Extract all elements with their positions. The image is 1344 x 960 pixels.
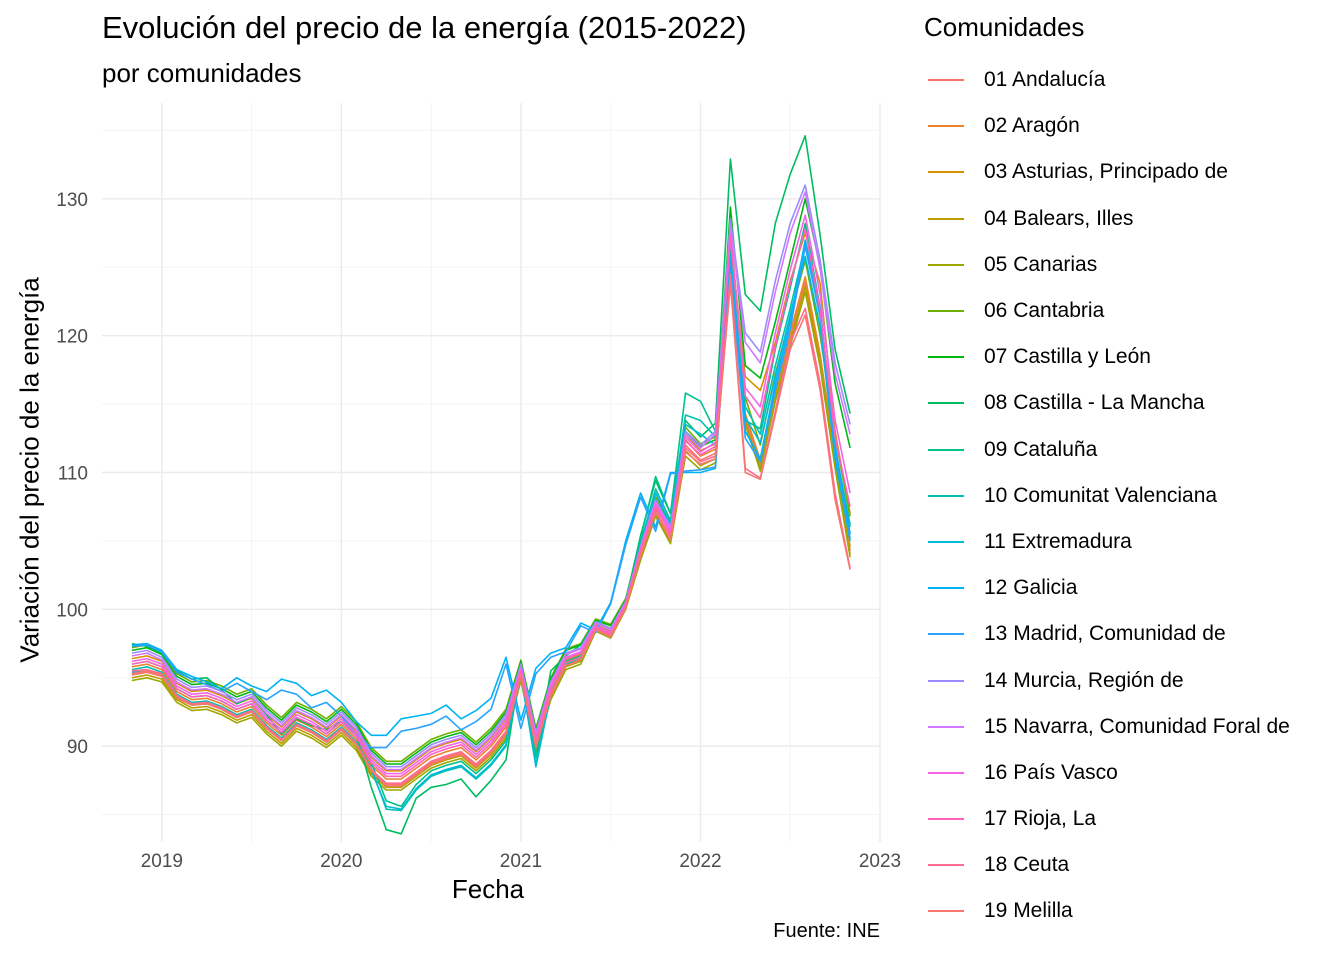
- chart-title: Evolución del precio de la energía (2015…: [102, 10, 747, 45]
- legend-label: 05 Canarias: [984, 252, 1098, 276]
- legend-item: 18 Ceuta: [924, 842, 1290, 888]
- legend-swatch: [928, 818, 964, 821]
- legend-swatch: [928, 171, 964, 174]
- x-tick-label: 2022: [679, 851, 721, 872]
- legend-item: 17 Rioja, La: [924, 796, 1290, 842]
- legend-label: 13 Madrid, Comunidad de: [984, 622, 1226, 646]
- legend-item: 13 Madrid, Comunidad de: [924, 611, 1290, 657]
- legend-title: Comunidades: [924, 12, 1085, 42]
- legend-swatch: [928, 125, 964, 128]
- legend-label: 02 Aragón: [984, 114, 1080, 138]
- legend-label: 14 Murcia, Región de: [984, 668, 1184, 692]
- x-tick-label: 2019: [141, 851, 183, 872]
- legend-item: 03 Asturias, Principado de: [924, 149, 1290, 195]
- legend-item: 19 Melilla: [924, 888, 1290, 934]
- legend-label: 01 Andalucía: [984, 68, 1106, 92]
- legend-item: 07 Castilla y León: [924, 334, 1290, 380]
- x-tick-labels: 2019 2020 2021 2022 2023: [141, 851, 901, 872]
- legend-item: 09 Cataluña: [924, 427, 1290, 473]
- legend-item: 10 Comunitat Valenciana: [924, 473, 1290, 519]
- legend: Comunidades 01 Andalucía 02 Aragón 03 Astu…: [924, 12, 1290, 935]
- legend-label: 03 Asturias, Principado de: [984, 160, 1228, 184]
- legend-label: 07 Castilla y León: [984, 345, 1151, 369]
- legend-item: 11 Extremadura: [924, 519, 1290, 565]
- legend-label: 04 Balears, Illes: [984, 206, 1134, 230]
- legend-label: 17 Rioja, La: [984, 807, 1097, 831]
- chart-caption: Fuente: INE: [773, 920, 880, 942]
- legend-item: 04 Balears, Illes: [924, 196, 1290, 242]
- legend-swatch: [928, 679, 964, 682]
- legend-item: 12 Galicia: [924, 565, 1290, 611]
- legend-label: 19 Melilla: [984, 899, 1073, 923]
- legend-swatch: [928, 448, 964, 451]
- y-tick-label: 100: [56, 600, 88, 621]
- series-line-18: [131, 273, 851, 785]
- legend-swatch: [928, 540, 964, 543]
- x-axis-label: Fecha: [451, 874, 525, 904]
- legend-item: 06 Cantabria: [924, 288, 1290, 334]
- legend-swatch: [928, 910, 964, 913]
- legend-swatch: [928, 217, 964, 220]
- legend-swatch: [928, 356, 964, 359]
- series-line-17: [131, 228, 851, 778]
- legend-swatch: [928, 263, 964, 266]
- legend-label: 10 Comunitat Valenciana: [984, 483, 1218, 507]
- x-tick-label: 2021: [500, 851, 542, 872]
- x-tick-label: 2023: [859, 851, 901, 872]
- legend-label: 06 Cantabria: [984, 299, 1105, 323]
- y-axis-label: Variación del precio de la energía: [14, 277, 45, 663]
- x-tick-label: 2020: [320, 851, 362, 872]
- legend-label: 08 Castilla - La Mancha: [984, 391, 1205, 415]
- legend-item: 15 Navarra, Comunidad Foral de: [924, 704, 1290, 750]
- legend-label: 12 Galicia: [984, 576, 1078, 600]
- legend-item: 16 País Vasco: [924, 750, 1290, 796]
- series-line-15: [131, 191, 851, 771]
- legend-label: 11 Extremadura: [984, 529, 1132, 553]
- legend-item: 02 Aragón: [924, 103, 1290, 149]
- legend-label: 09 Cataluña: [984, 437, 1098, 461]
- legend-label: 15 Navarra, Comunidad Foral de: [984, 714, 1290, 738]
- legend-item: 14 Murcia, Región de: [924, 657, 1290, 703]
- legend-swatch: [928, 310, 964, 313]
- series-line-12: [131, 239, 851, 737]
- legend-swatch: [928, 864, 964, 867]
- y-tick-label: 120: [56, 327, 88, 348]
- legend-swatch: [928, 494, 964, 497]
- legend-swatch: [928, 79, 964, 82]
- legend-swatch: [928, 771, 964, 774]
- chart-subtitle: por comunidades: [102, 58, 302, 88]
- y-tick-label: 130: [56, 190, 88, 211]
- legend-item: 05 Canarias: [924, 242, 1290, 288]
- legend-item: 01 Andalucía: [924, 57, 1290, 103]
- legend-label: 18 Ceuta: [984, 853, 1070, 877]
- legend-swatch: [928, 725, 964, 728]
- series-line-14: [131, 184, 851, 768]
- y-tick-label: 110: [58, 464, 88, 485]
- series-line-16: [131, 214, 851, 775]
- legend-swatch: [928, 633, 964, 636]
- series-lines: [131, 135, 851, 835]
- y-tick-labels: 90 100 110 120 130: [56, 190, 88, 758]
- y-tick-label: 90: [67, 737, 88, 758]
- series-line-13: [131, 245, 851, 749]
- legend-item: 08 Castilla - La Mancha: [924, 380, 1290, 426]
- legend-label: 16 País Vasco: [984, 760, 1118, 784]
- legend-swatch: [928, 402, 964, 405]
- legend-swatch: [928, 587, 964, 590]
- legend-items: 01 Andalucía 02 Aragón 03 Asturias, Princi…: [924, 57, 1290, 935]
- series-line-19: [131, 282, 851, 787]
